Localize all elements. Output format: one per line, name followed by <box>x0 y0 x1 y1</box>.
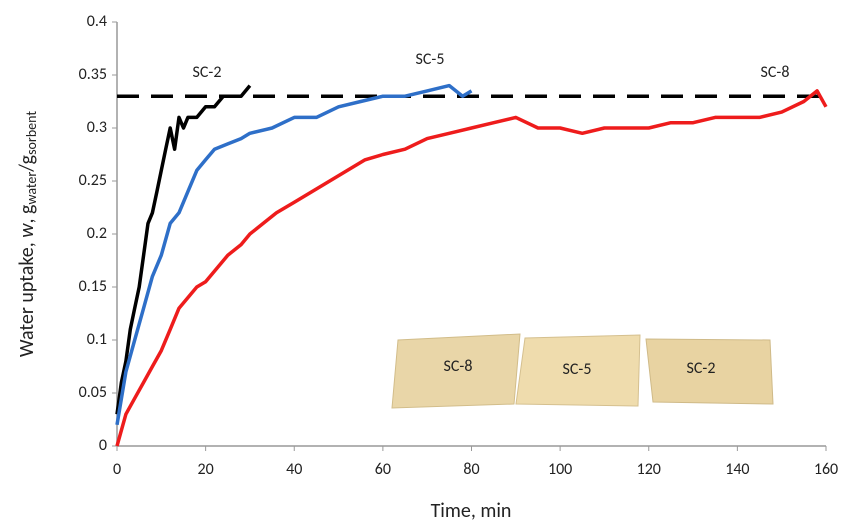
series-label: SC-2 <box>193 63 222 82</box>
y-title-part: sorbent <box>23 111 40 155</box>
y-tick-label: 0.35 <box>79 65 107 84</box>
y-tick-label: 0.3 <box>87 118 107 137</box>
series-line <box>115 84 252 415</box>
x-tick-label: 60 <box>375 460 391 479</box>
series-line <box>115 83 473 426</box>
y-tick-label: 0.25 <box>79 171 107 190</box>
inset-label: SC-2 <box>687 359 716 378</box>
x-tick-label: 120 <box>637 460 661 479</box>
x-axis-title: Time, min <box>431 499 512 523</box>
sample-photo <box>515 334 641 407</box>
x-tick-label: 160 <box>814 460 838 479</box>
y-tick-label: 0 <box>99 436 107 455</box>
series-label: SC-8 <box>761 63 790 82</box>
series-line <box>115 89 828 447</box>
x-tick-label: 20 <box>198 460 214 479</box>
y-tick-label: 0.15 <box>79 277 107 296</box>
y-title-part: water <box>23 172 40 205</box>
x-tick-label: 0 <box>113 460 121 479</box>
series-label: SC-5 <box>416 50 445 69</box>
inset-label: SC-8 <box>444 357 473 376</box>
plot: 0 0.05 0.1 0.15 0.2 0.25 0.3 0.35 0.4 0 20 40 60 80 10… <box>79 12 839 479</box>
y-title-part: , g <box>15 204 39 224</box>
y-axis-title: Water uptake, w, gwater/gsorbent <box>15 111 41 357</box>
y-tick-label: 0.05 <box>79 383 107 402</box>
y-title-part: w <box>15 223 39 238</box>
x-tick-label: 80 <box>463 460 479 479</box>
x-tick-label: 140 <box>725 460 749 479</box>
y-title-part: /g <box>15 154 39 172</box>
x-tick-label: 40 <box>286 460 302 479</box>
y-title-part: Water uptake, <box>15 238 39 357</box>
y-tick-label: 0.4 <box>87 12 107 31</box>
y-tick-label: 0.2 <box>87 224 107 243</box>
y-tick-label: 0.1 <box>87 330 107 349</box>
inset-photo: SC-8 SC-5 SC-2 <box>391 333 774 409</box>
inset-label: SC-5 <box>563 360 592 379</box>
x-tick-label: 100 <box>548 460 572 479</box>
sample-photo <box>645 338 774 405</box>
sample-photo <box>391 333 521 409</box>
